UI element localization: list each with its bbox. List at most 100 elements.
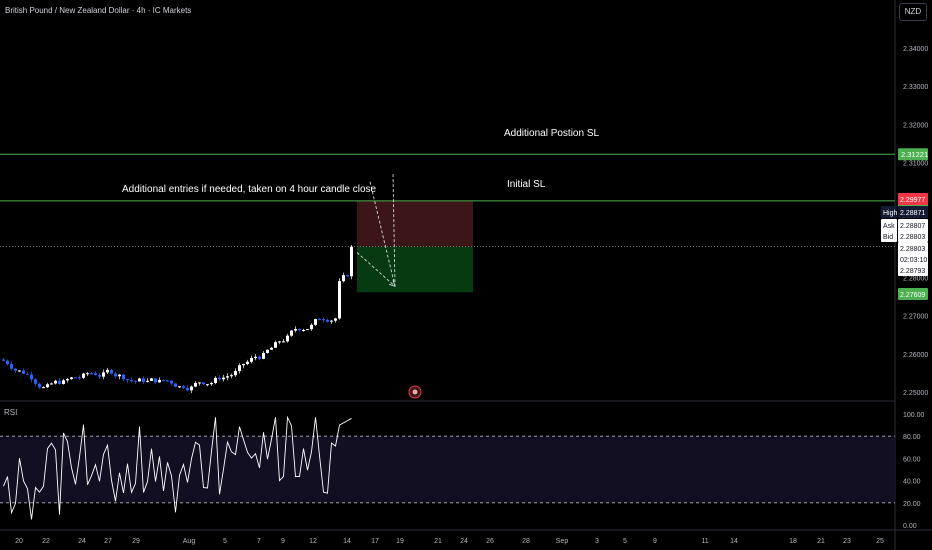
candle-body [334, 318, 337, 321]
price-tag-bg [881, 230, 897, 242]
price-tag: 2.28803 [900, 246, 925, 253]
candle-body [274, 342, 277, 348]
candle-body [66, 379, 69, 381]
price-tag-bg [898, 206, 928, 218]
candle-body [202, 382, 205, 385]
candle-body [170, 380, 173, 384]
rsi-line [3, 415, 352, 520]
candle-body [54, 380, 57, 384]
candle-body [246, 361, 249, 365]
price-tick-label: 2.25000 [903, 390, 928, 397]
candle-body [46, 384, 49, 388]
time-tick-label: 19 [396, 538, 404, 545]
time-tick-label: 12 [309, 538, 317, 545]
candle-body [298, 328, 301, 331]
candle-body [310, 324, 313, 330]
candle-body [226, 376, 229, 378]
chart-title: British Pound / New Zealand Dollar · 4h … [5, 6, 192, 15]
price-tick-label: 2.33000 [903, 84, 928, 91]
candle-body [42, 387, 45, 389]
candle-body [262, 352, 265, 359]
candle-body [346, 275, 349, 277]
price-tag: 2.28793 [900, 268, 925, 275]
time-tick-label: 7 [257, 538, 261, 545]
level-label: Initial SL [507, 179, 546, 190]
candle-body [342, 275, 345, 282]
candle-body [30, 374, 33, 380]
candle-body [98, 375, 101, 377]
candle-body [18, 370, 21, 372]
candle-body [270, 347, 273, 350]
level-label: Additional Postion SL [504, 128, 600, 139]
time-tick-label: 14 [730, 538, 738, 545]
candle-body [266, 349, 269, 353]
candle-body [214, 377, 217, 383]
price-tag-bg [881, 219, 897, 231]
candle-body [242, 364, 245, 366]
candle-body [194, 382, 197, 387]
candle-body [250, 358, 253, 362]
annotation-text: Additional entries if needed, taken on 4… [122, 184, 377, 195]
candle-body [26, 373, 29, 375]
time-tick-label: 20 [15, 538, 23, 545]
candle-body [102, 372, 105, 377]
candle-body [182, 386, 185, 388]
price-tick-label: 2.26000 [903, 352, 928, 359]
candle-body [86, 373, 89, 375]
price-tag-bg [898, 193, 928, 205]
candle-body [130, 380, 133, 382]
candle-body [162, 379, 165, 381]
candle-body [10, 364, 13, 369]
candle-body [234, 371, 237, 376]
candle-body [350, 246, 353, 277]
rsi-tick-label: 60.00 [903, 456, 921, 463]
price-tag: High [883, 210, 898, 217]
rsi-tick-label: 0.00 [903, 523, 917, 530]
candle-body [286, 335, 289, 342]
price-tag-bg [898, 288, 928, 300]
rsi-tick-label: 80.00 [903, 434, 921, 441]
candle-body [218, 377, 221, 380]
candle-body [106, 369, 109, 373]
time-tick-label: 24 [460, 538, 468, 545]
candle-body [166, 380, 169, 382]
candle-body [186, 387, 189, 391]
time-tick-label: 9 [653, 538, 657, 545]
time-tick-label: 9 [281, 538, 285, 545]
candle-body [210, 382, 213, 385]
candle-body [338, 281, 341, 319]
time-tick-label: 26 [486, 538, 494, 545]
rsi-band [0, 436, 895, 503]
time-tick-label: 21 [817, 538, 825, 545]
currency-button[interactable]: NZD [899, 3, 927, 21]
arrow-line [369, 181, 396, 287]
candle-body [6, 360, 9, 365]
candle-body [114, 373, 117, 377]
candle-body [198, 382, 201, 384]
price-tick-label: 2.34000 [903, 46, 928, 53]
time-tick-label: 29 [132, 538, 140, 545]
price-tag: 2.29977 [900, 197, 925, 204]
time-tick-label: Aug [183, 538, 196, 545]
candle-body [222, 377, 225, 380]
price-tag: Bid [883, 234, 893, 241]
time-tick-label: 14 [343, 538, 351, 545]
time-tick-label: 22 [42, 538, 50, 545]
candle-body [122, 374, 125, 380]
candle-body [282, 341, 285, 343]
candle-body [58, 380, 61, 384]
price-tag: 2.31221 [901, 150, 928, 159]
candle-body [326, 320, 329, 322]
time-tick-label: 18 [789, 538, 797, 545]
time-tick-label: 28 [522, 538, 530, 545]
candle-body [302, 329, 305, 331]
alert-icon-dot [412, 389, 418, 395]
candle-body [50, 383, 53, 385]
candle-body [150, 378, 153, 381]
candle-body [318, 319, 321, 321]
time-tick-label: 3 [595, 538, 599, 545]
candle-body [14, 368, 17, 371]
candle-body [206, 384, 209, 386]
candle-body [154, 378, 157, 383]
